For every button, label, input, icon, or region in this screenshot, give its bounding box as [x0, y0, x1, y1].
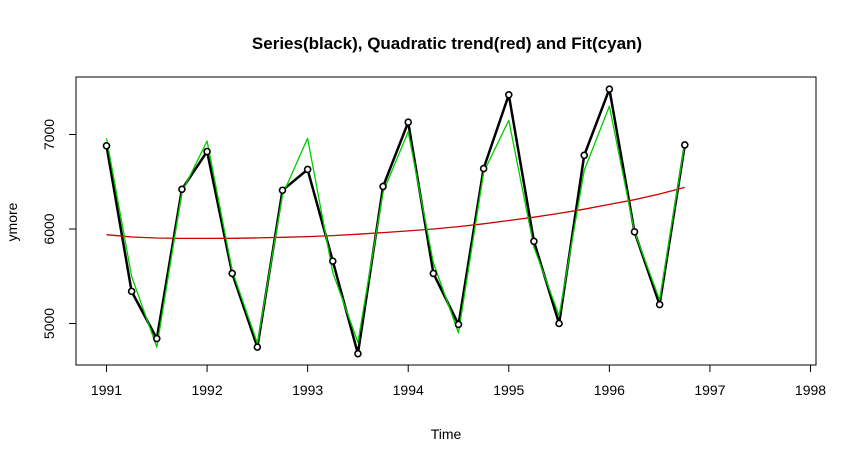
series-point	[479, 164, 488, 173]
plot-area	[102, 85, 689, 358]
series-point	[530, 237, 538, 246]
series-point	[504, 91, 513, 99]
x-tick-label: 1995	[493, 382, 524, 398]
x-tick-label: 1998	[795, 382, 826, 398]
series-point	[328, 257, 337, 265]
fit-line	[105, 105, 686, 348]
x-axis-label: Time	[431, 426, 462, 442]
chart-title: Series(black), Quadratic trend(red) and …	[252, 34, 642, 53]
y-axis: 5000 6000 7000	[41, 119, 77, 339]
series-point	[429, 269, 438, 278]
x-tick-label: 1997	[694, 382, 725, 398]
series-point	[253, 343, 262, 351]
series-point	[630, 228, 639, 236]
series-point	[152, 334, 161, 343]
plot-frame	[75, 76, 817, 366]
x-tick-label: 1992	[191, 382, 222, 398]
series-point	[555, 319, 563, 328]
series-point	[580, 151, 589, 160]
series-point	[680, 141, 689, 149]
series-point	[605, 85, 614, 93]
series-point	[228, 269, 237, 278]
series-point	[127, 287, 136, 296]
x-tick-label: 1993	[292, 382, 323, 398]
trend-line	[106, 186, 685, 240]
x-tick-label: 1994	[393, 382, 424, 398]
series-point	[178, 185, 186, 194]
y-tick-label: 7000	[41, 119, 57, 150]
x-tick-label: 1991	[91, 382, 122, 398]
series-point	[404, 118, 413, 127]
series-point	[102, 142, 111, 150]
series-point	[379, 182, 387, 191]
series-line	[105, 87, 687, 355]
series-point	[203, 147, 211, 156]
y-tick-label: 5000	[41, 308, 57, 339]
series-point	[354, 349, 362, 358]
series-point	[303, 165, 312, 174]
series-point	[454, 320, 463, 329]
x-axis: 1991 1992 1993 1994 1995 1996 1997 1998	[91, 364, 826, 398]
y-tick-label: 6000	[41, 213, 57, 244]
y-axis-label: ymore	[4, 202, 20, 241]
x-tick-label: 1996	[594, 382, 625, 398]
series-point	[655, 300, 664, 309]
series-point	[278, 186, 287, 195]
